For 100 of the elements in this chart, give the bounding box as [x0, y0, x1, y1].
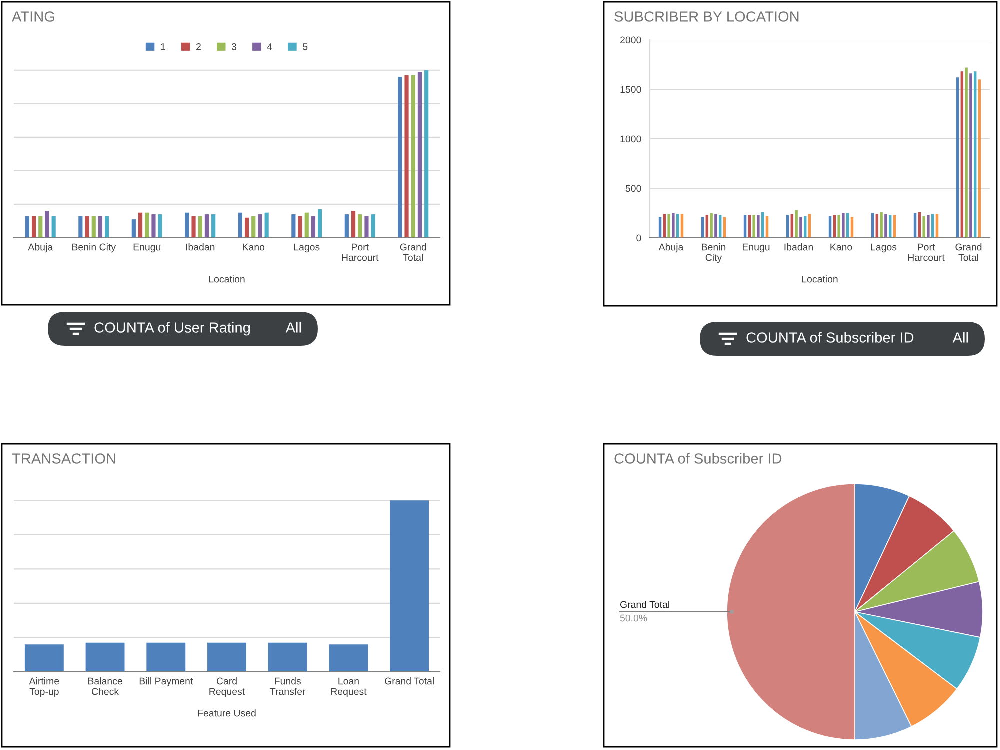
chart-title: COUNTA of Subscriber ID — [614, 453, 782, 464]
bar — [344, 214, 349, 238]
bar — [132, 220, 136, 238]
x-tick-label: Lagos — [871, 244, 897, 253]
bar — [842, 213, 845, 238]
bar — [418, 72, 422, 238]
x-tick-label: Enugu — [134, 244, 161, 253]
bar — [804, 216, 807, 238]
x-tick-label: Kano — [830, 244, 852, 251]
x-axis-title: Feature Used — [198, 710, 256, 717]
x-axis-title: Location — [802, 276, 838, 283]
x-tick-label: Ibadan — [186, 244, 215, 251]
bar — [748, 215, 752, 238]
bar — [786, 215, 790, 238]
bar — [838, 215, 840, 238]
x-tick-label: Balance Check — [88, 678, 122, 696]
x-tick-label: Kano — [243, 244, 265, 251]
x-tick-label: Abuja — [658, 244, 684, 253]
y-tick-label: 500 — [626, 185, 642, 192]
x-axis-title: Location — [209, 276, 245, 283]
bar — [358, 214, 362, 238]
bar — [871, 213, 874, 238]
text: COUNTA of User Rating — [94, 322, 250, 336]
bar — [32, 216, 36, 238]
bar — [298, 216, 302, 238]
bar — [92, 216, 96, 238]
x-tick-label: Enugu — [742, 244, 770, 253]
text: COUNTA of Subscriber ID — [746, 332, 914, 343]
bar — [931, 214, 934, 238]
y-tick-label: 2000 — [620, 36, 642, 44]
bar — [880, 212, 883, 238]
chart-title: ATING — [12, 12, 54, 22]
legend-label: 4 — [267, 44, 272, 50]
bar — [884, 214, 888, 238]
bar — [198, 216, 202, 238]
bar — [710, 213, 713, 238]
slice-label: Grand Total — [620, 601, 670, 608]
x-tick-label: Card Request — [210, 678, 246, 698]
bar — [364, 216, 369, 238]
bar — [398, 77, 402, 238]
text: All — [952, 332, 968, 343]
bar — [846, 213, 850, 238]
bar — [714, 214, 718, 238]
x-tick-label: Grand Total — [400, 244, 426, 262]
x-tick-label: Lagos — [294, 244, 320, 253]
bar — [974, 72, 977, 238]
bar — [795, 210, 798, 238]
chart-title: SUBCRIBER BY LOCATION — [614, 12, 799, 22]
bar — [970, 74, 972, 238]
x-tick-label: Airtime Top-up — [29, 678, 60, 698]
x-tick-label: Port Harcourt — [342, 244, 379, 262]
bar — [152, 214, 156, 238]
bar — [663, 214, 666, 238]
bar — [264, 212, 269, 238]
bar — [658, 217, 662, 238]
x-tick-label: Abuja — [28, 244, 54, 253]
x-tick-label: Funds Transfer — [270, 678, 306, 696]
bar — [404, 75, 409, 238]
x-tick-label: Benin City — [702, 244, 726, 264]
bar — [145, 212, 150, 238]
bar — [965, 68, 968, 238]
bar — [212, 214, 216, 238]
legend-label: 3 — [232, 43, 237, 50]
x-tick-label: Ibadan — [784, 244, 813, 251]
bar — [371, 214, 376, 238]
bar — [888, 215, 892, 238]
bar — [38, 216, 43, 238]
bar — [192, 216, 196, 238]
bar — [790, 214, 794, 238]
bar — [978, 80, 982, 238]
bar — [204, 214, 210, 238]
bar — [292, 214, 296, 238]
bar — [25, 216, 30, 238]
bar — [808, 214, 812, 238]
bar — [258, 214, 262, 238]
bar — [45, 211, 50, 238]
bar — [411, 75, 416, 238]
x-tick-label: Grand Total — [956, 244, 982, 262]
legend-label: 5 — [303, 44, 308, 50]
bar — [318, 210, 322, 238]
y-tick-label: 1000 — [620, 136, 642, 143]
bar — [158, 214, 162, 238]
bar — [800, 217, 802, 238]
bar — [744, 215, 747, 238]
bar — [960, 72, 964, 238]
bar — [85, 216, 90, 238]
bar — [914, 213, 917, 238]
legend-label: 1 — [161, 44, 166, 50]
bar — [706, 215, 709, 238]
bar — [105, 216, 110, 238]
bar — [876, 214, 879, 238]
bar — [828, 216, 832, 238]
bar — [927, 215, 930, 238]
bar — [185, 212, 190, 238]
bar — [311, 216, 316, 238]
x-tick-label: Bill Payment — [140, 678, 194, 687]
bar — [252, 216, 256, 238]
bar — [78, 216, 83, 238]
x-tick-label: Benin City — [72, 244, 116, 253]
legend-label: 2 — [196, 43, 201, 50]
